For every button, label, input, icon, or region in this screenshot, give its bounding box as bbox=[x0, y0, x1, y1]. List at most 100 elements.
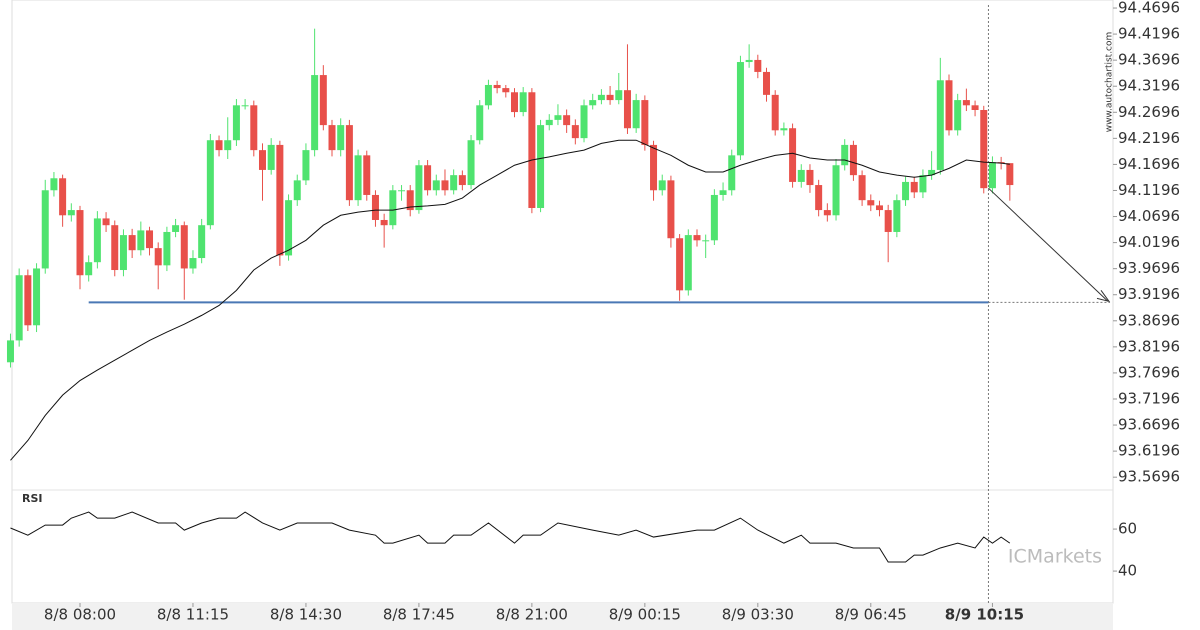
candle-body bbox=[763, 71, 771, 95]
candle-body bbox=[302, 150, 310, 181]
candle-body bbox=[754, 59, 762, 72]
candle-body bbox=[988, 162, 996, 189]
x-tick-label: 8/9 00:15 bbox=[609, 606, 681, 624]
candle-body bbox=[771, 94, 779, 131]
candle-body bbox=[710, 194, 718, 241]
candle-body bbox=[328, 125, 336, 151]
candle-body bbox=[971, 105, 979, 110]
candle-body bbox=[606, 94, 614, 101]
candle-body bbox=[33, 268, 41, 326]
candle-body bbox=[693, 235, 701, 241]
y-tick-label: 93.8196 bbox=[1118, 337, 1180, 355]
watermark: www.autochartist.com bbox=[1105, 32, 1115, 133]
candle-body bbox=[398, 190, 406, 192]
candle-body bbox=[389, 190, 397, 226]
candle-body bbox=[780, 128, 788, 131]
candle-body bbox=[250, 105, 258, 151]
y-tick-label: 93.6196 bbox=[1118, 442, 1180, 460]
candle-body bbox=[354, 155, 362, 201]
candle-body bbox=[658, 180, 666, 191]
candle-body bbox=[85, 262, 93, 276]
candle-body bbox=[719, 190, 727, 195]
candle-body bbox=[545, 119, 553, 126]
y-tick-label: 94.2196 bbox=[1118, 129, 1180, 147]
candle-body bbox=[554, 115, 562, 120]
y-tick-label: 93.7196 bbox=[1118, 389, 1180, 407]
candle-body bbox=[59, 178, 67, 216]
candle-body bbox=[893, 200, 901, 232]
candle-body bbox=[728, 155, 736, 191]
candle-body bbox=[476, 105, 484, 141]
candle-body bbox=[154, 248, 162, 266]
candle-body bbox=[736, 62, 744, 156]
candle-body bbox=[206, 140, 214, 226]
candle-body bbox=[380, 219, 388, 226]
candle-body bbox=[50, 178, 58, 191]
candle-body bbox=[441, 180, 449, 191]
y-tick-label: 94.4196 bbox=[1118, 25, 1180, 43]
x-tick-label: 8/8 11:15 bbox=[157, 606, 229, 624]
candle-body bbox=[511, 92, 518, 113]
candle-body bbox=[267, 144, 275, 170]
y-tick-label: 94.4696 bbox=[1118, 0, 1180, 17]
x-tick-label: 8/8 14:30 bbox=[270, 606, 342, 624]
candle-body bbox=[6, 340, 14, 363]
candle-body bbox=[345, 125, 353, 201]
candle-body bbox=[15, 275, 23, 341]
candle-body bbox=[502, 88, 510, 93]
candle-body bbox=[493, 84, 501, 89]
forecast-arrow bbox=[988, 187, 1109, 302]
candle-body bbox=[962, 100, 970, 106]
candle-body bbox=[67, 210, 75, 216]
candle-body bbox=[841, 144, 849, 166]
candle-body bbox=[789, 128, 797, 182]
candle-body bbox=[484, 84, 492, 106]
candle-body bbox=[146, 230, 154, 249]
candle-body bbox=[910, 181, 918, 193]
candle-body bbox=[337, 125, 345, 151]
x-tick-label: 8/9 06:45 bbox=[835, 606, 907, 624]
candle-body bbox=[285, 200, 293, 256]
candle-body bbox=[571, 125, 579, 139]
candle-body bbox=[597, 94, 605, 101]
candle-body bbox=[528, 92, 536, 208]
y-tick-label: 93.6696 bbox=[1118, 416, 1180, 434]
candle-body bbox=[884, 210, 892, 232]
candle-body bbox=[172, 225, 180, 232]
x-axis-band bbox=[12, 603, 1113, 630]
candle-body bbox=[128, 235, 136, 251]
rsi-tick-label: 40 bbox=[1118, 562, 1137, 580]
candle-body bbox=[980, 109, 988, 189]
candle-body bbox=[406, 190, 414, 211]
candle-body bbox=[650, 144, 658, 191]
candle-body bbox=[815, 185, 823, 211]
candle-body bbox=[849, 144, 857, 176]
candle-body bbox=[615, 90, 623, 101]
candle-body bbox=[954, 100, 962, 131]
x-tick-label: 8/9 03:30 bbox=[722, 606, 794, 624]
candle-body bbox=[102, 218, 110, 226]
candle-body bbox=[902, 181, 910, 201]
y-tick-label: 94.3196 bbox=[1118, 77, 1180, 95]
candle-body bbox=[676, 238, 684, 291]
candle-body bbox=[41, 190, 49, 269]
candle-body bbox=[163, 231, 171, 266]
candle-body bbox=[93, 218, 101, 263]
candle-body bbox=[875, 205, 883, 211]
candle-body bbox=[467, 140, 475, 186]
y-tick-label: 93.7696 bbox=[1118, 363, 1180, 381]
candle-body bbox=[415, 165, 423, 211]
candle-body bbox=[537, 125, 545, 208]
candle-body bbox=[684, 235, 692, 291]
candle-body bbox=[641, 100, 649, 145]
candle-body bbox=[919, 175, 927, 193]
candle-body bbox=[936, 80, 944, 170]
candle-body bbox=[424, 165, 432, 191]
forecast-arrowhead bbox=[1096, 290, 1111, 303]
y-tick-label: 93.9196 bbox=[1118, 285, 1180, 303]
candle-body bbox=[137, 230, 145, 251]
candle-body bbox=[241, 105, 249, 107]
candle-body bbox=[189, 258, 197, 269]
x-tick-label: 8/9 10:15 bbox=[945, 606, 1024, 624]
